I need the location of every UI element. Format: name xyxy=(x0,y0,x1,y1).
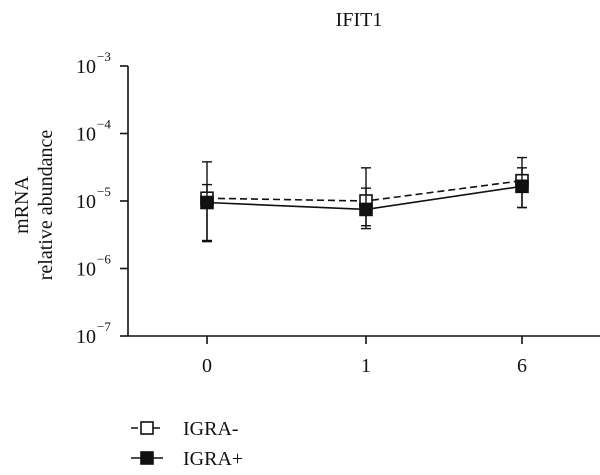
y-tick-label: 10 xyxy=(76,56,96,78)
legend-label: IGRA- xyxy=(183,418,239,440)
series-igra-plus xyxy=(200,167,529,243)
y-axis-label: mRNA relative abundance xyxy=(11,130,57,281)
legend-marker xyxy=(140,451,154,465)
axes: 10 −710 −610 −510 −410 −30 1 6 xyxy=(76,49,600,377)
legend: IGRA- IGRA+ xyxy=(131,418,243,470)
y-tick-exponent: −5 xyxy=(97,184,111,199)
y-tick-exponent: −4 xyxy=(97,117,111,132)
y-tick-exponent: −3 xyxy=(97,49,111,64)
y-axis-label-line-1: mRNA xyxy=(11,176,33,234)
legend-item-igra-plus: IGRA+ xyxy=(131,448,243,470)
y-tick-exponent: −6 xyxy=(97,252,111,267)
legend-item-igra-minus: IGRA- xyxy=(131,418,239,440)
y-axis-label-line-2: relative abundance xyxy=(35,130,57,281)
legend-label: IGRA+ xyxy=(183,448,243,470)
data-point xyxy=(359,202,373,217)
y-tick-label: 10 xyxy=(76,326,96,348)
x-tick-label: 6 xyxy=(517,355,527,377)
x-tick-label: 0 xyxy=(202,355,212,377)
y-tick-label: 10 xyxy=(76,259,96,281)
data-point xyxy=(200,195,214,210)
x-tick-label: 1 xyxy=(361,355,371,377)
series-layer xyxy=(200,156,529,243)
data-point xyxy=(515,179,529,194)
y-tick-label: 10 xyxy=(76,191,96,213)
y-tick-exponent: −7 xyxy=(97,319,111,334)
legend-marker xyxy=(140,421,154,435)
y-tick-label: 10 xyxy=(76,124,96,146)
chart-title: IFIT1 xyxy=(336,9,383,31)
